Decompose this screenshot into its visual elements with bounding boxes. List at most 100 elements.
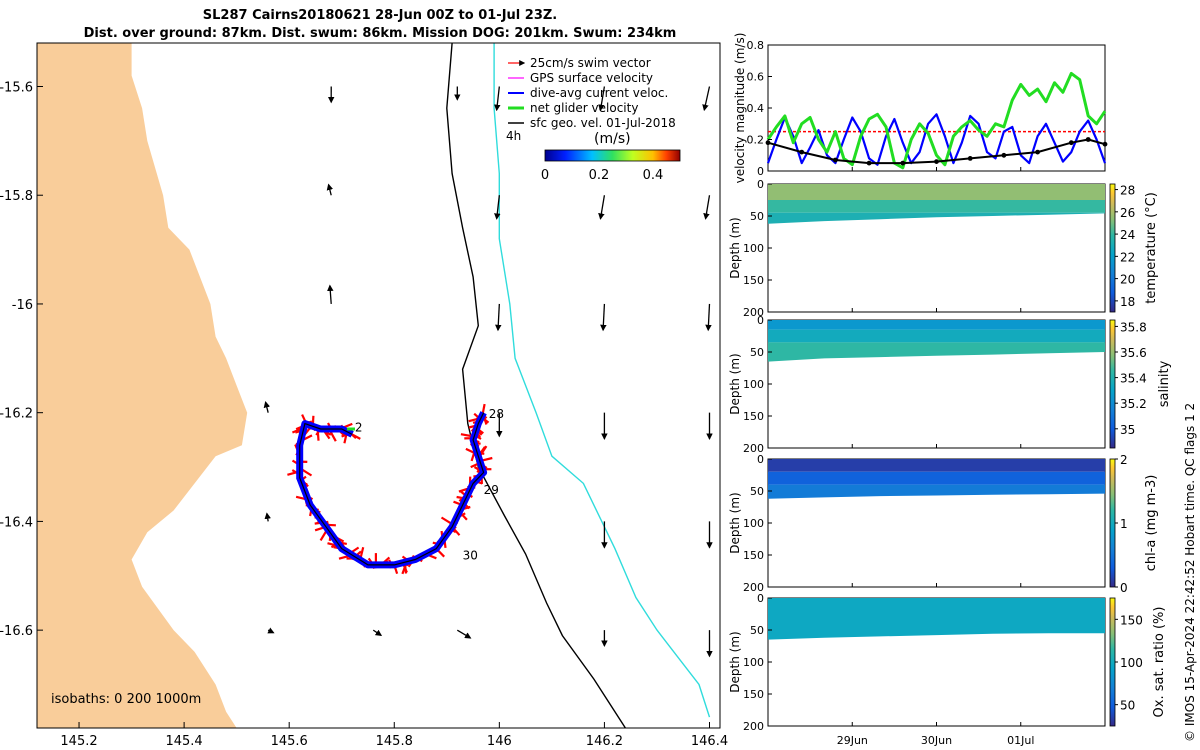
colorbar-tick: 35.4	[1120, 372, 1147, 386]
colorbar-tick: 100	[1120, 656, 1143, 670]
speed-colorbar-tick: 0	[541, 168, 549, 183]
depth-band	[768, 342, 1105, 362]
colorbar-tick: 2	[1120, 453, 1128, 467]
depth-band	[768, 459, 1105, 472]
colorbar-tick: 150	[1120, 613, 1143, 627]
geo-vector-8	[703, 195, 711, 220]
map-y-tick: -15.8	[0, 189, 33, 204]
geo-velocity-point	[1068, 140, 1074, 146]
day-label-28: 28	[489, 407, 504, 421]
velocity-y-axis: 0 0.2 0.4 0.6 0.8	[747, 39, 1022, 178]
depth-y-tick: 100	[743, 378, 764, 391]
colorbar-tick: 18	[1120, 295, 1135, 309]
map-panel: 145.2 145.4 145.6 145.8 146 146.2 146.4 -15.6-…	[0, 42, 728, 749]
geo-velocity-point	[1085, 137, 1091, 142]
depth-ylabel: Depth (m)	[728, 492, 742, 553]
depth-y-tick: 50	[750, 624, 764, 637]
geo-velocity-point	[1001, 152, 1007, 158]
speed-colorbar-tick: 0.2	[589, 168, 610, 183]
depth-y-tick: 150	[743, 410, 764, 423]
speed-colorbar	[544, 149, 681, 162]
geo-vector-18	[456, 629, 472, 639]
colorbar-tick: 35	[1120, 423, 1135, 437]
depth-ylabel: Depth (m)	[728, 631, 742, 692]
geo-vector-10	[495, 303, 502, 332]
depth-band	[768, 184, 1105, 200]
depth-panel-2: 0 50 100 150 200 Depth (m) 0 1 2 chl-a (mg m-3)	[728, 453, 1159, 595]
speed-colorbar-ticks: 0 0.2 0.4	[541, 168, 663, 183]
isobaths-label: isobaths: 0 200 1000m	[51, 692, 201, 707]
geo-velocity-point	[900, 160, 906, 166]
depth-band	[768, 212, 1105, 224]
geo-velocity-point	[1102, 141, 1108, 147]
velocity-y-tick: 0	[757, 165, 764, 178]
geo-vector-7	[598, 195, 606, 220]
depth-panel-0: 0 50 100 150 200 Depth (m) 18 20 22 24 26 28 tempera…	[728, 178, 1159, 319]
glider-track	[299, 412, 485, 566]
time-x-axis: 29Jun 30Jun 01Jul	[837, 734, 1035, 747]
colorbar-tick: 35.2	[1120, 397, 1147, 411]
depth-y-tick: 200	[743, 720, 764, 733]
geo-vector-5	[326, 183, 334, 196]
colorbar-tick: 50	[1120, 699, 1135, 713]
time-x-tick: 30Jun	[921, 734, 952, 747]
geo-vector-24	[263, 401, 271, 413]
colorbar-tick: 20	[1120, 273, 1135, 287]
geo-velocity-point	[799, 149, 805, 155]
map-x-tick: 146.2	[586, 734, 623, 749]
map-x-tick: 145.4	[165, 734, 202, 749]
depth-colorbar	[1109, 319, 1116, 449]
day-label-30: 30	[463, 549, 478, 563]
colorbar-tick: 22	[1120, 250, 1135, 264]
geo-vector-23	[264, 512, 271, 522]
depth-y-tick: 150	[743, 688, 764, 701]
velocity-y-tick: 0.2	[747, 134, 765, 147]
velocity-ylabel: velocity magnitude (m/s)	[733, 33, 747, 184]
depth-panel-3: 0 50 100 150 200 Depth (m) 50 100 150 Ox. sat. ra…	[728, 592, 1167, 733]
depth-band	[768, 200, 1105, 213]
velocity-series-2	[767, 138, 1106, 165]
map-y-tick: -16	[12, 298, 33, 313]
depth-colorbar	[1109, 458, 1116, 588]
geo-vector-20	[267, 627, 275, 634]
depth-y-tick: 100	[743, 242, 764, 255]
colorbar-title: (m/s)	[594, 131, 631, 147]
colorbar-tick: 26	[1120, 206, 1135, 220]
depth-y-tick: 0	[757, 178, 764, 191]
depth-ylabel: Depth (m)	[728, 353, 742, 414]
depth-y-tick: 150	[743, 549, 764, 562]
depth-y-tick: 150	[743, 274, 764, 287]
map-y-tick: -16.2	[0, 407, 33, 422]
map-x-tick: 145.8	[376, 734, 413, 749]
colorbar-tick: 1	[1120, 517, 1128, 531]
legend-geo: sfc geo. vel. 01-Jul-2018	[530, 116, 676, 130]
velocity-y-tick: 0.8	[747, 39, 765, 52]
legend-net: net glider velocity	[530, 101, 638, 115]
legend-time: 4h	[506, 129, 521, 143]
isobath-200m	[446, 43, 626, 728]
legend-swim: 25cm/s swim vector	[530, 56, 651, 70]
geo-velocity-point	[866, 160, 872, 166]
depth-ylabel: Depth (m)	[728, 217, 742, 278]
map-y-tick: -16.4	[0, 515, 33, 530]
colorbar-label: Ox. sat. ratio (%)	[1152, 607, 1167, 718]
figure-title-line1: SL287 Cairns20180621 28-Jun 00Z to 01-Ju…	[202, 8, 558, 23]
colorbar-tick: 0	[1120, 581, 1128, 595]
colorbar-label: salinity	[1157, 360, 1172, 407]
legend-gps: GPS surface velocity	[530, 71, 653, 85]
velocity-y-tick: 0.6	[747, 71, 765, 84]
depth-y-tick: 100	[743, 517, 764, 530]
map-y-tick: -16.6	[0, 624, 33, 639]
geo-velocity-point	[833, 157, 838, 163]
geo-velocity-point	[765, 140, 771, 146]
geo-velocity-point	[934, 159, 939, 165]
depth-band	[768, 320, 1105, 330]
map-x-tick: 145.2	[60, 734, 97, 749]
map-legend: 25cm/s swim vector GPS surface velocity …	[506, 56, 681, 183]
map-x-tick: 146	[487, 734, 512, 749]
depth-band	[768, 471, 1105, 485]
depth-band	[768, 484, 1105, 499]
velocity-series	[765, 71, 1108, 170]
